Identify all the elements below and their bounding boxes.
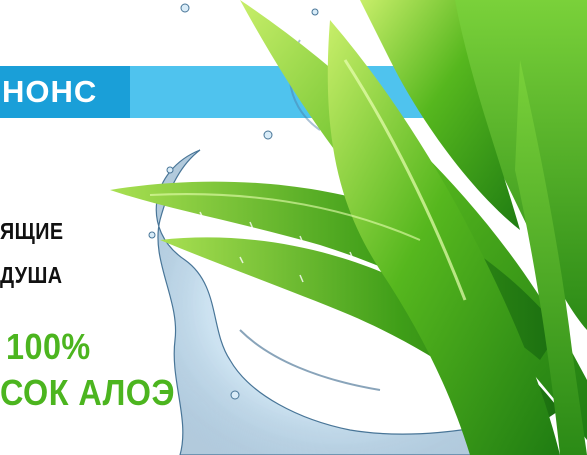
announcement-label: НОНС bbox=[0, 66, 130, 118]
aloe-leaves-icon bbox=[110, 0, 587, 455]
headline-line-2: ДУША bbox=[0, 262, 63, 288]
product-name: СОК АЛОЭ bbox=[0, 372, 175, 413]
headline-line-1: ЯЩИЕ bbox=[0, 218, 64, 244]
product-percent: 100% bbox=[6, 326, 91, 367]
